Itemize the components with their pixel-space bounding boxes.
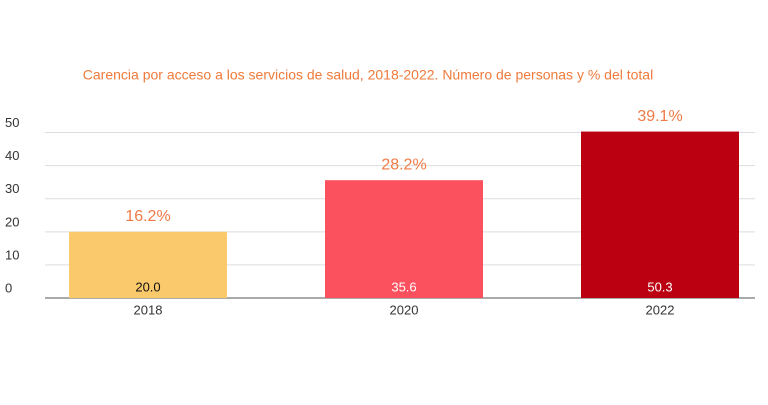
percent-label: 16.2% [125, 208, 170, 225]
x-tick-label: 2022 [646, 302, 675, 317]
bar [581, 131, 739, 298]
value-label: 50.3 [647, 279, 672, 294]
value-label: 20.0 [135, 279, 160, 294]
value-label: 35.6 [391, 279, 416, 294]
y-tick-label: 20 [5, 214, 19, 229]
y-tick-label: 0 [5, 280, 12, 295]
bar [69, 231, 227, 298]
percent-label: 39.1% [637, 108, 682, 125]
chart-title: Carencia por acceso a los servicios de s… [83, 67, 653, 83]
x-tick-label: 2020 [390, 302, 419, 317]
bar [325, 180, 483, 298]
y-tick-label: 50 [5, 115, 19, 130]
y-tick-label: 40 [5, 148, 19, 163]
percent-label: 28.2% [381, 156, 426, 173]
y-tick-label: 30 [5, 181, 19, 196]
y-tick-label: 10 [5, 247, 19, 262]
x-tick-label: 2018 [134, 302, 163, 317]
